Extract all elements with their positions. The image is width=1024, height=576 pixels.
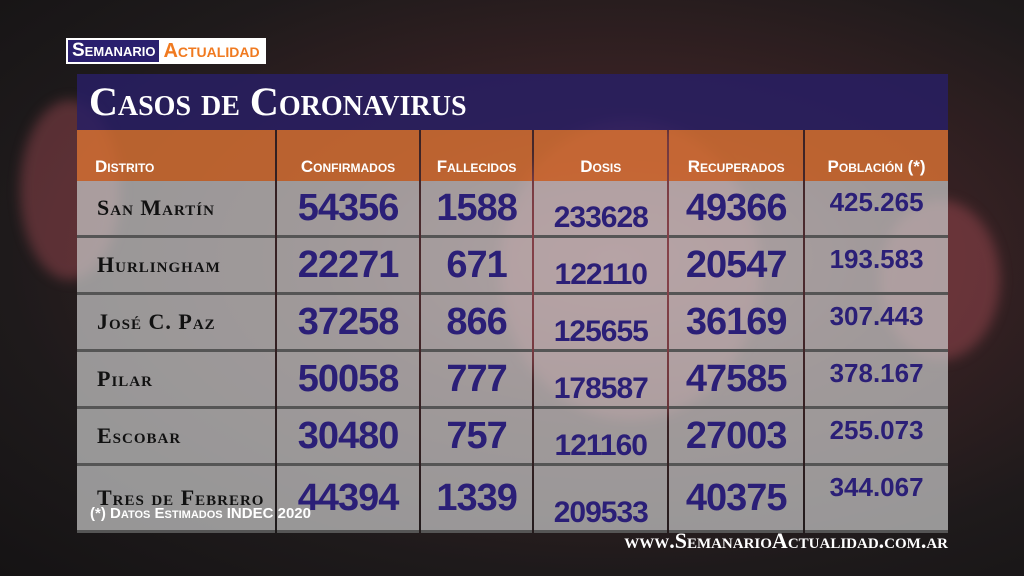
table-header-row: Distrito Confirmados Fallecidos Dosis Recupe… <box>77 130 948 181</box>
cell-recuperados: 49366 <box>669 181 804 238</box>
table-row: San Martín 54356 1588 233628 49366 425.265 <box>77 181 948 238</box>
cell-poblacion: 378.167 <box>805 352 948 409</box>
cell-poblacion: 425.265 <box>805 181 948 238</box>
brand-logo: Semanario Actualidad <box>66 38 266 64</box>
cell-confirmados: 30480 <box>277 409 419 466</box>
cell-confirmados: 54356 <box>277 181 419 238</box>
cell-fallecidos: 777 <box>420 352 533 409</box>
cell-fallecidos: 1588 <box>420 181 533 238</box>
cell-confirmados: 22271 <box>277 238 419 295</box>
cell-fallecidos: 1339 <box>420 466 533 533</box>
cell-fallecidos: 671 <box>420 238 533 295</box>
cell-confirmados: 37258 <box>277 295 419 352</box>
cell-poblacion: 344.067 <box>805 466 948 533</box>
cases-panel: Casos de Coronavirus Distrito Confirmados… <box>77 74 948 533</box>
page-title: Casos de Coronavirus <box>77 74 948 130</box>
website-url: www.SemanarioActualidad.com.ar <box>624 528 948 553</box>
cell-distrito: Pilar <box>77 352 276 409</box>
cell-dosis: 209533 <box>534 466 668 533</box>
cell-recuperados: 40375 <box>669 466 804 533</box>
column-header: Recuperados <box>669 130 804 181</box>
logo-part1: Semanario <box>68 40 160 62</box>
cell-confirmados: 50058 <box>277 352 419 409</box>
footnote: (*) Datos Estimados INDEC 2020 <box>90 505 311 522</box>
table-row: Pilar 50058 777 178587 47585 378.167 <box>77 352 948 409</box>
cell-fallecidos: 757 <box>420 409 533 466</box>
cell-fallecidos: 866 <box>420 295 533 352</box>
cell-confirmados: 44394 <box>277 466 419 533</box>
table-row: Escobar 30480 757 121160 27003 255.073 <box>77 409 948 466</box>
cell-dosis: 178587 <box>534 352 668 409</box>
table-row: Tres de Febrero 44394 1339 209533 40375 344.0… <box>77 466 948 533</box>
cell-recuperados: 27003 <box>669 409 804 466</box>
cell-dosis: 233628 <box>534 181 668 238</box>
cell-distrito: San Martín <box>77 181 276 238</box>
table-row: Hurlingham 22271 671 122110 20547 193.583 <box>77 238 948 295</box>
cell-dosis: 125655 <box>534 295 668 352</box>
cell-distrito: Hurlingham <box>77 238 276 295</box>
cell-dosis: 122110 <box>534 238 668 295</box>
table-row: José C. Paz 37258 866 125655 36169 307.443 <box>77 295 948 352</box>
cell-recuperados: 36169 <box>669 295 804 352</box>
logo-part2: Actualidad <box>159 40 264 62</box>
cell-dosis: 121160 <box>534 409 668 466</box>
cell-distrito: Tres de Febrero <box>77 466 276 533</box>
column-header: Distrito <box>77 130 276 181</box>
cases-table: Distrito Confirmados Fallecidos Dosis Recupe… <box>75 130 950 533</box>
cell-poblacion: 307.443 <box>805 295 948 352</box>
column-header: Población (*) <box>805 130 948 181</box>
cell-poblacion: 193.583 <box>805 238 948 295</box>
cell-distrito: Escobar <box>77 409 276 466</box>
cell-poblacion: 255.073 <box>805 409 948 466</box>
cell-recuperados: 47585 <box>669 352 804 409</box>
column-header: Confirmados <box>277 130 419 181</box>
column-header: Fallecidos <box>420 130 533 181</box>
cell-recuperados: 20547 <box>669 238 804 295</box>
cell-distrito: José C. Paz <box>77 295 276 352</box>
column-header: Dosis <box>534 130 668 181</box>
